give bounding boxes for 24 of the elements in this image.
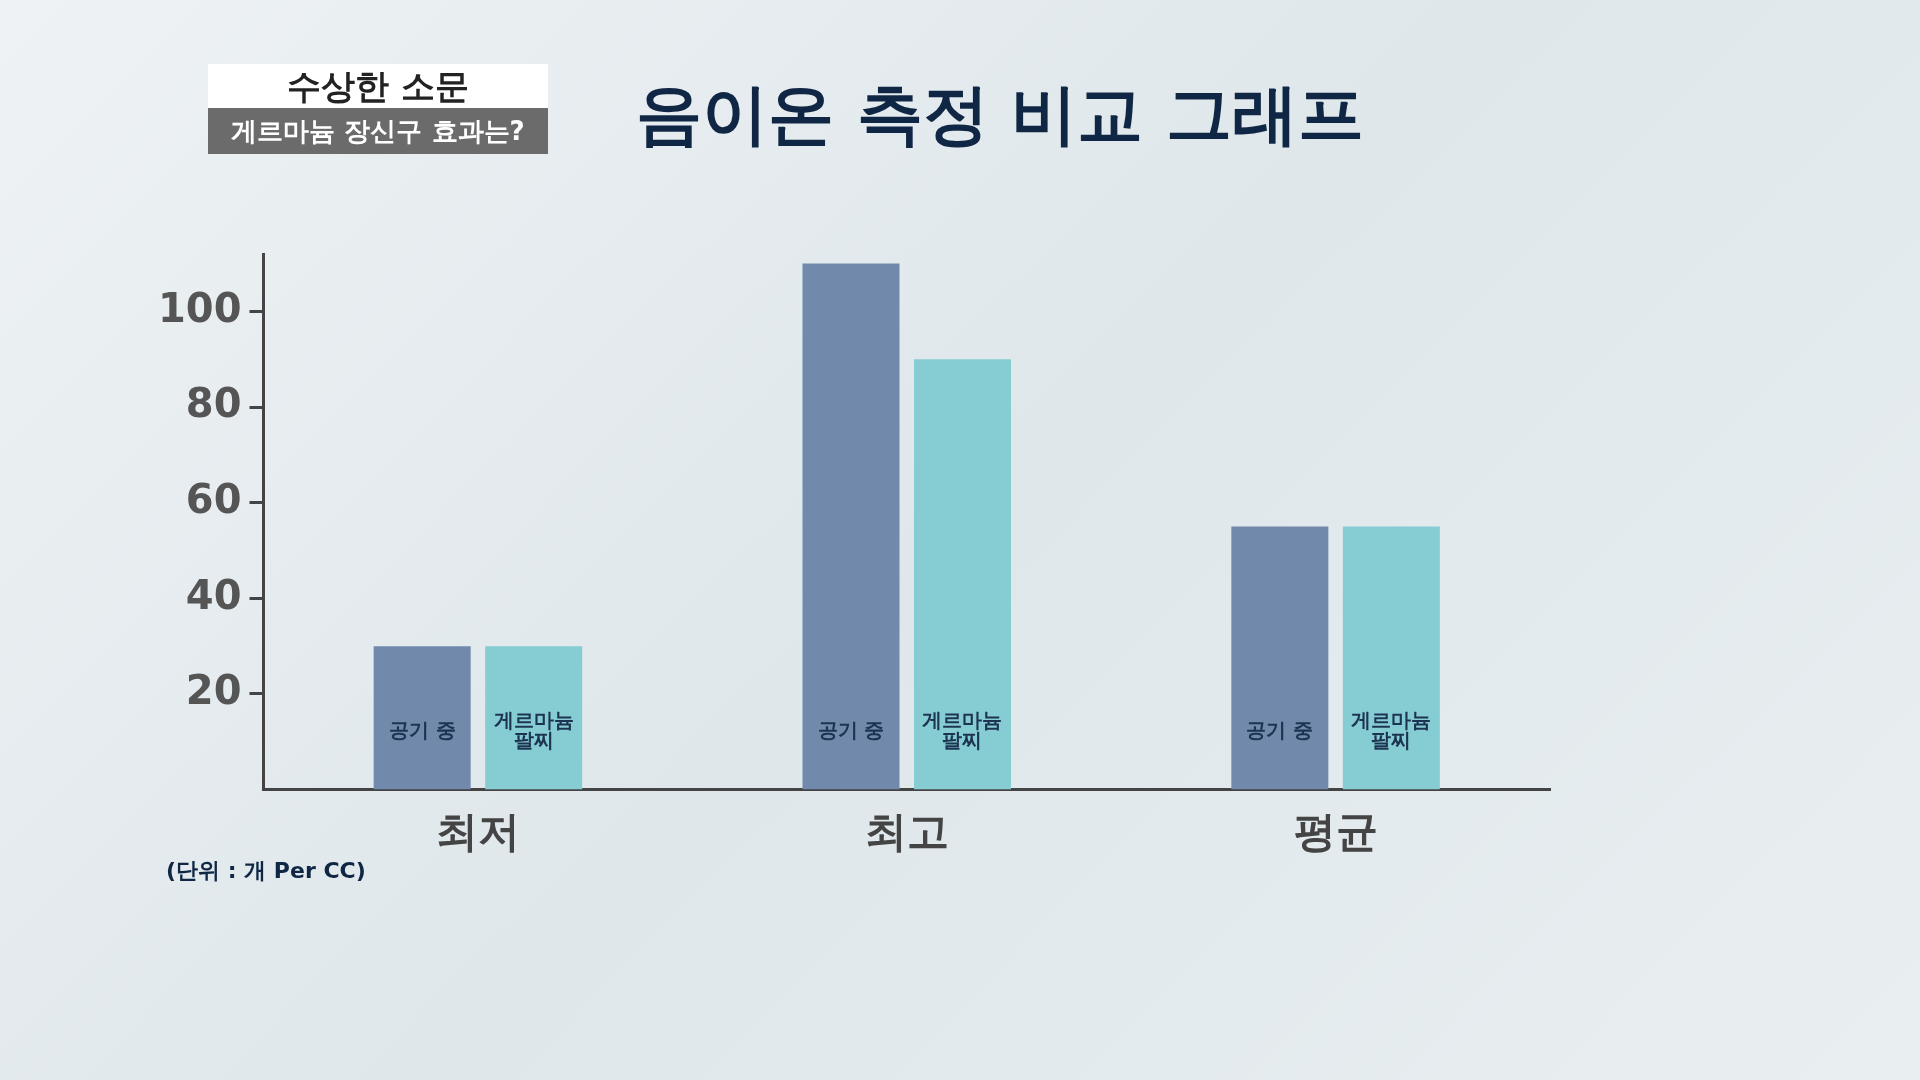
bar: [914, 359, 1011, 790]
bar: [1342, 526, 1440, 790]
y-tick-label: 80: [185, 380, 242, 427]
bar: [485, 646, 583, 790]
x-tick-label: 최저: [435, 806, 520, 856]
bar: [1231, 526, 1329, 790]
text: 공기 중: [817, 718, 885, 743]
chart-title: 음이온 측정 비교 그래프: [634, 75, 1366, 155]
x-tick-label: 평균: [1293, 806, 1378, 856]
bar: [802, 263, 900, 790]
text: 공기 중: [1246, 718, 1314, 743]
y-tick-label: 20: [185, 667, 242, 714]
series-label: 공기 중: [388, 718, 456, 743]
series-label: 게르마늄 팔찌: [493, 708, 574, 753]
text: 게르마늄 장신구 효과는?: [208, 108, 548, 154]
text: 게르마늄 팔찌: [1351, 708, 1432, 753]
text: 게르마늄 팔찌: [922, 708, 1003, 753]
x-tick-label: 최고: [864, 806, 949, 856]
y-tick-label: 100: [158, 284, 242, 331]
chart-subtitle: 수상한 소문: [208, 64, 548, 108]
text: (단위 : 개 Per CC): [166, 857, 366, 885]
y-tick-label: 40: [185, 571, 242, 618]
bar: [373, 646, 471, 790]
y-tick-label: 60: [185, 476, 242, 523]
